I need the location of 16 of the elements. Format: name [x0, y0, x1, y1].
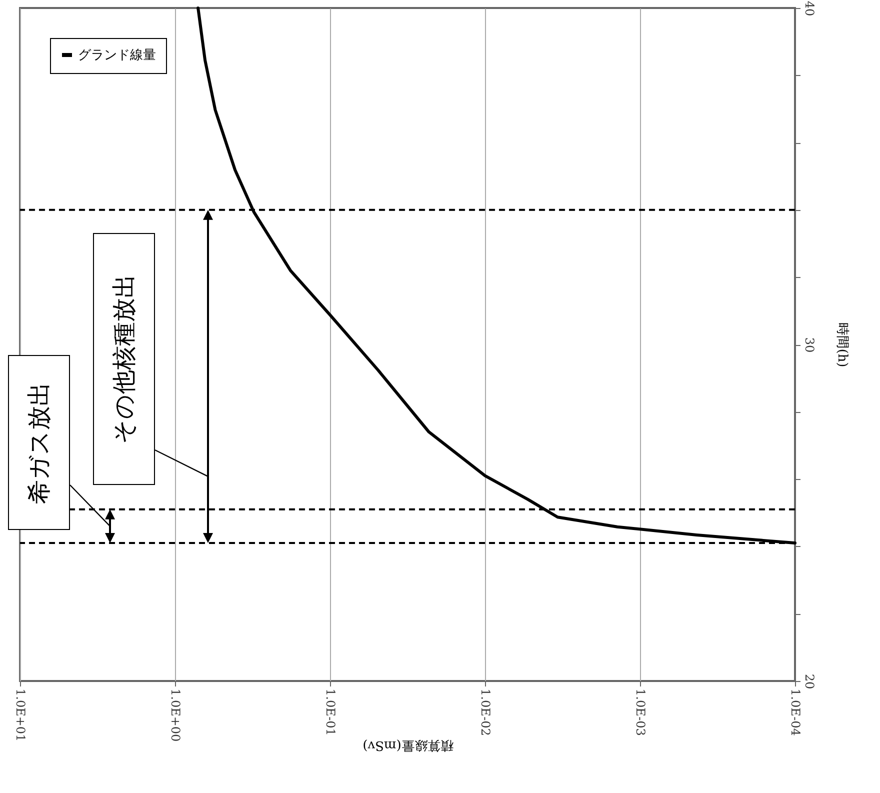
y-axis-title: 時間(h) [834, 322, 850, 368]
x-tick-label: 1.0E+00 [168, 688, 182, 742]
x-tick-label: 1.0E-03 [634, 688, 648, 736]
x-tick-label: 1.0E+01 [14, 688, 28, 742]
x-axis-title: 積算線量(mSv) [362, 738, 454, 753]
annotation: その他核種放出 [109, 274, 139, 444]
x-tick-label: 1.0E-01 [324, 688, 338, 736]
y-tick-label: 30 [802, 337, 816, 353]
x-tick-label: 1.0E-04 [788, 688, 802, 736]
y-tick-label: 40 [802, 0, 816, 16]
legend-label: グランド線量 [78, 48, 156, 63]
y-tick-label: 20 [802, 674, 816, 690]
annotation: 希ガス放出 [24, 382, 54, 504]
x-tick-label: 1.0E-02 [478, 688, 492, 736]
text-box: 希ガス放出 [8, 355, 70, 530]
text-box: その他核種放出 [93, 233, 155, 485]
